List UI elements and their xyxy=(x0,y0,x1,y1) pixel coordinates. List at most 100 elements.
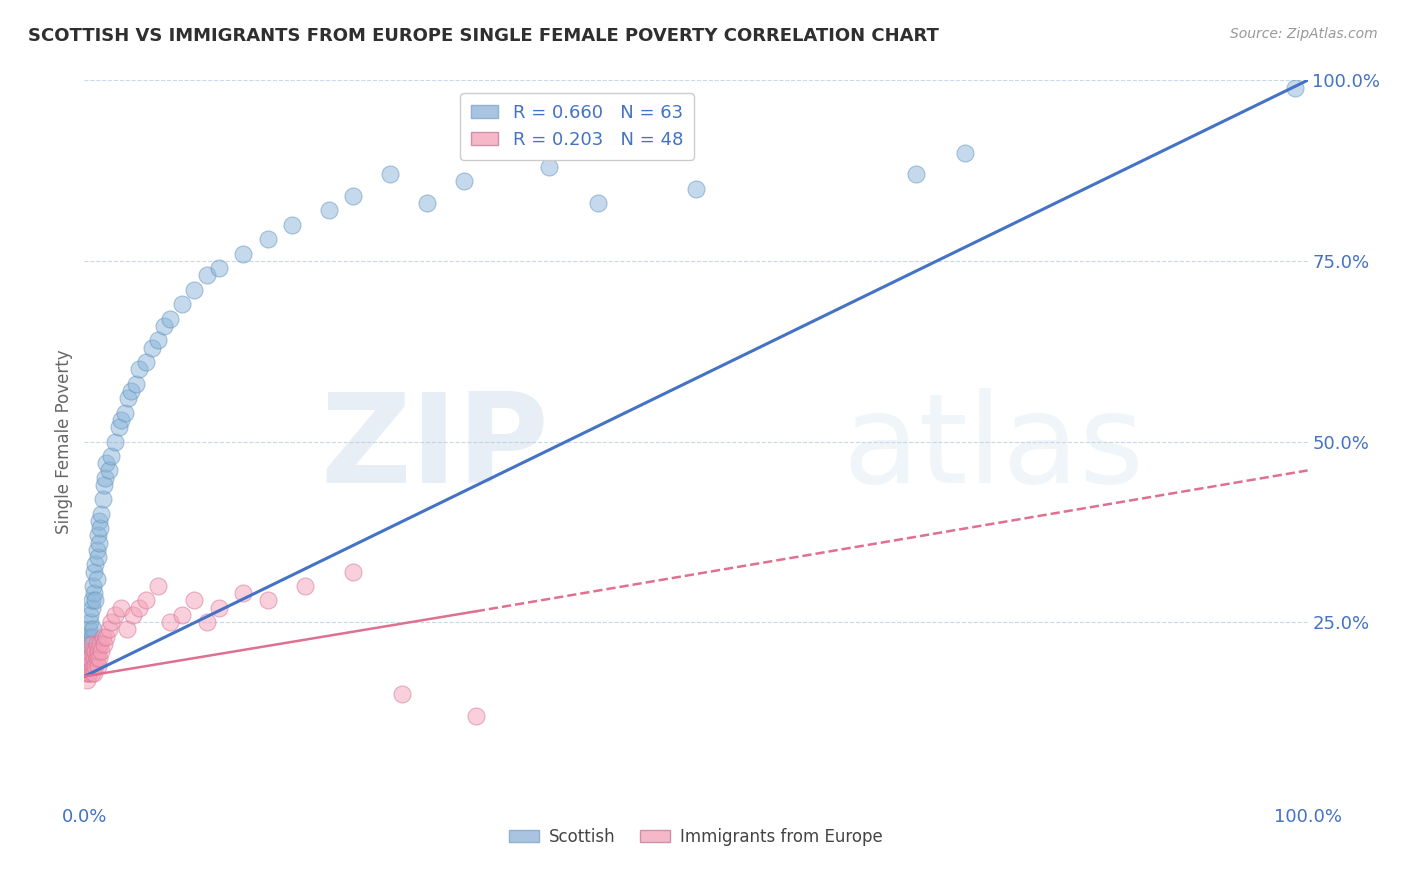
Point xyxy=(89,637,111,651)
Point xyxy=(86,651,108,665)
Point xyxy=(87,651,110,665)
Point xyxy=(538,160,561,174)
Point xyxy=(76,644,98,658)
Point xyxy=(80,637,103,651)
Point xyxy=(87,528,110,542)
Point xyxy=(79,651,101,665)
Point xyxy=(195,615,218,630)
Point xyxy=(82,658,104,673)
Point xyxy=(87,658,110,673)
Point xyxy=(257,232,280,246)
Point xyxy=(79,658,101,673)
Point xyxy=(135,355,157,369)
Point xyxy=(104,434,127,449)
Point xyxy=(96,630,118,644)
Point xyxy=(83,586,105,600)
Point xyxy=(84,644,107,658)
Point xyxy=(89,521,111,535)
Point xyxy=(82,623,104,637)
Point xyxy=(110,600,132,615)
Point xyxy=(685,182,707,196)
Point xyxy=(1284,80,1306,95)
Point xyxy=(120,384,142,398)
Point xyxy=(172,607,194,622)
Point xyxy=(100,449,122,463)
Point xyxy=(125,376,148,391)
Point xyxy=(75,665,97,680)
Point xyxy=(77,651,100,665)
Point xyxy=(146,334,169,348)
Point xyxy=(453,174,475,188)
Text: ZIP: ZIP xyxy=(321,388,550,509)
Point xyxy=(208,600,231,615)
Point xyxy=(82,579,104,593)
Point xyxy=(172,297,194,311)
Text: Source: ZipAtlas.com: Source: ZipAtlas.com xyxy=(1230,27,1378,41)
Point xyxy=(953,145,976,160)
Point xyxy=(86,637,108,651)
Point xyxy=(80,630,103,644)
Point xyxy=(93,637,115,651)
Point xyxy=(93,478,115,492)
Point xyxy=(128,600,150,615)
Point xyxy=(905,167,928,181)
Point xyxy=(122,607,145,622)
Text: atlas: atlas xyxy=(842,388,1144,509)
Point xyxy=(79,615,101,630)
Point xyxy=(86,572,108,586)
Point xyxy=(391,687,413,701)
Point xyxy=(84,558,107,572)
Point xyxy=(77,623,100,637)
Point xyxy=(76,673,98,687)
Y-axis label: Single Female Poverty: Single Female Poverty xyxy=(55,350,73,533)
Legend: Scottish, Immigrants from Europe: Scottish, Immigrants from Europe xyxy=(502,821,890,852)
Point xyxy=(80,600,103,615)
Point xyxy=(80,665,103,680)
Point xyxy=(342,565,364,579)
Point xyxy=(146,579,169,593)
Point xyxy=(159,615,181,630)
Point xyxy=(86,542,108,557)
Point xyxy=(94,470,117,484)
Point xyxy=(83,665,105,680)
Point xyxy=(77,637,100,651)
Point xyxy=(195,268,218,283)
Point xyxy=(91,492,114,507)
Point xyxy=(77,637,100,651)
Point xyxy=(117,391,139,405)
Point xyxy=(114,406,136,420)
Point xyxy=(107,420,129,434)
Point xyxy=(77,630,100,644)
Point xyxy=(82,644,104,658)
Point xyxy=(183,593,205,607)
Point xyxy=(77,665,100,680)
Point xyxy=(464,709,486,723)
Point xyxy=(97,623,120,637)
Point xyxy=(84,658,107,673)
Point xyxy=(77,658,100,673)
Point xyxy=(281,218,304,232)
Point xyxy=(90,644,112,658)
Point xyxy=(79,607,101,622)
Point xyxy=(586,196,609,211)
Point xyxy=(100,615,122,630)
Point xyxy=(96,456,118,470)
Point xyxy=(115,623,138,637)
Point xyxy=(135,593,157,607)
Point xyxy=(87,644,110,658)
Point xyxy=(80,593,103,607)
Point xyxy=(318,203,340,218)
Point xyxy=(76,658,98,673)
Point xyxy=(294,579,316,593)
Point xyxy=(128,362,150,376)
Point xyxy=(183,283,205,297)
Point xyxy=(83,565,105,579)
Point xyxy=(232,246,254,260)
Point xyxy=(90,507,112,521)
Point xyxy=(159,311,181,326)
Point xyxy=(77,651,100,665)
Point xyxy=(104,607,127,622)
Text: SCOTTISH VS IMMIGRANTS FROM EUROPE SINGLE FEMALE POVERTY CORRELATION CHART: SCOTTISH VS IMMIGRANTS FROM EUROPE SINGL… xyxy=(28,27,939,45)
Point xyxy=(87,550,110,565)
Point xyxy=(91,630,114,644)
